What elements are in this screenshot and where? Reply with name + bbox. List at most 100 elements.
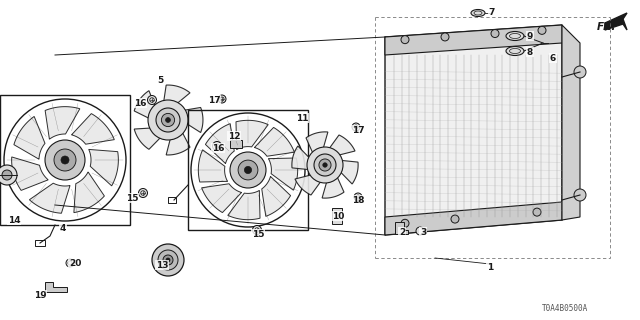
Text: 11: 11 — [296, 114, 308, 123]
Text: 19: 19 — [34, 291, 46, 300]
Polygon shape — [45, 107, 80, 139]
Circle shape — [166, 258, 170, 262]
Polygon shape — [29, 183, 70, 213]
Polygon shape — [605, 13, 627, 30]
Circle shape — [244, 166, 252, 173]
Polygon shape — [268, 158, 298, 190]
Circle shape — [61, 156, 69, 164]
Polygon shape — [14, 116, 45, 159]
Circle shape — [158, 250, 178, 270]
Circle shape — [166, 118, 170, 123]
Circle shape — [2, 170, 12, 180]
Circle shape — [323, 163, 327, 167]
Ellipse shape — [506, 31, 524, 41]
Text: 16: 16 — [212, 143, 224, 153]
Polygon shape — [295, 174, 323, 195]
Circle shape — [574, 189, 586, 201]
Circle shape — [319, 159, 331, 171]
Polygon shape — [255, 127, 294, 156]
Text: 20: 20 — [69, 259, 81, 268]
Circle shape — [354, 193, 362, 201]
Text: 15: 15 — [125, 194, 138, 203]
Circle shape — [314, 154, 336, 176]
Polygon shape — [562, 25, 580, 220]
Circle shape — [307, 147, 343, 183]
Text: 9: 9 — [527, 31, 533, 41]
Circle shape — [491, 29, 499, 37]
Circle shape — [45, 140, 85, 180]
Circle shape — [533, 208, 541, 216]
Circle shape — [314, 154, 336, 176]
Bar — [188, 110, 308, 230]
Circle shape — [441, 33, 449, 41]
Text: T0A4B0500A: T0A4B0500A — [542, 304, 588, 313]
Polygon shape — [134, 128, 163, 149]
Polygon shape — [292, 146, 312, 170]
Circle shape — [0, 165, 17, 185]
Polygon shape — [322, 174, 344, 198]
Circle shape — [218, 95, 226, 103]
Polygon shape — [385, 25, 562, 235]
Polygon shape — [72, 114, 115, 144]
Circle shape — [138, 188, 147, 197]
Circle shape — [163, 255, 173, 265]
Polygon shape — [228, 190, 260, 220]
Text: 13: 13 — [156, 260, 168, 269]
Circle shape — [574, 66, 586, 78]
Polygon shape — [134, 91, 156, 120]
Circle shape — [147, 95, 157, 105]
Circle shape — [230, 152, 266, 188]
Text: 18: 18 — [352, 196, 364, 204]
Circle shape — [156, 108, 180, 132]
Polygon shape — [236, 120, 268, 149]
Polygon shape — [12, 157, 48, 190]
Text: 6: 6 — [550, 53, 556, 62]
Text: 14: 14 — [8, 215, 20, 225]
Circle shape — [156, 108, 180, 132]
Circle shape — [451, 215, 459, 223]
Circle shape — [319, 159, 331, 171]
Bar — [230, 140, 242, 148]
Circle shape — [401, 36, 409, 44]
Text: 17: 17 — [352, 125, 364, 134]
Polygon shape — [74, 172, 104, 212]
Text: 2: 2 — [399, 228, 405, 236]
Polygon shape — [45, 282, 67, 292]
Polygon shape — [385, 202, 562, 235]
Polygon shape — [385, 25, 562, 55]
Circle shape — [166, 118, 170, 123]
Polygon shape — [306, 132, 328, 156]
Text: 8: 8 — [527, 47, 533, 57]
Polygon shape — [395, 222, 408, 234]
Polygon shape — [339, 160, 358, 184]
Bar — [332, 208, 342, 224]
Ellipse shape — [506, 46, 524, 55]
Circle shape — [148, 100, 188, 140]
Circle shape — [401, 219, 409, 227]
Circle shape — [161, 113, 175, 127]
Polygon shape — [89, 149, 118, 186]
Text: 4: 4 — [60, 223, 66, 233]
Circle shape — [538, 26, 546, 34]
Text: 5: 5 — [157, 76, 163, 84]
Text: 3: 3 — [420, 228, 426, 236]
Circle shape — [66, 259, 74, 267]
Text: 1: 1 — [487, 262, 493, 271]
Bar — [35, 240, 45, 246]
Circle shape — [152, 244, 184, 276]
Bar — [168, 197, 176, 203]
Circle shape — [161, 113, 175, 127]
Circle shape — [54, 149, 76, 171]
Ellipse shape — [471, 10, 485, 17]
Text: 7: 7 — [489, 7, 495, 17]
Polygon shape — [163, 85, 190, 106]
Bar — [0, 95, 130, 225]
Circle shape — [238, 160, 258, 180]
Text: 17: 17 — [208, 95, 220, 105]
Text: 15: 15 — [252, 229, 264, 238]
Circle shape — [416, 227, 424, 235]
Circle shape — [352, 123, 360, 131]
Circle shape — [212, 141, 221, 150]
Text: 10: 10 — [332, 212, 344, 220]
Polygon shape — [262, 176, 291, 216]
